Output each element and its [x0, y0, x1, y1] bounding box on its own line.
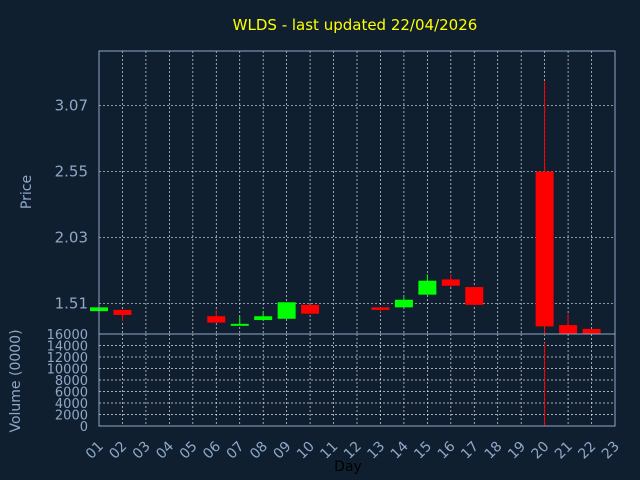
- candle-body: [394, 299, 413, 308]
- volume-tick-label: 10000: [47, 363, 88, 378]
- candle-body: [582, 328, 601, 334]
- price-tick-label: 2.03: [55, 229, 88, 247]
- candle-body: [230, 323, 249, 326]
- candle-body: [418, 280, 437, 295]
- candle-body: [535, 171, 554, 327]
- volume-tick-label: 16000: [47, 328, 88, 343]
- volume-tick-label: 12000: [47, 351, 88, 366]
- volume-tick-label: 6000: [55, 386, 88, 401]
- candle-body: [465, 287, 484, 305]
- candle-body: [254, 316, 273, 321]
- candle-body: [277, 302, 296, 319]
- candle-body: [371, 307, 390, 310]
- price-axis-label: Price: [19, 175, 35, 209]
- price-candles: [90, 81, 601, 336]
- volume-tick-label: 2000: [55, 409, 88, 424]
- candle-body: [301, 304, 320, 314]
- volume-axis-label: Volume (0000): [8, 329, 24, 432]
- price-tick-label: 3.07: [55, 97, 88, 115]
- candle-body: [441, 279, 460, 286]
- candle-body: [113, 309, 132, 315]
- day-tick-labels: 01 02 03 04 05 06 07 08 09 10 11 12 13 14 15 16 17 18 19 20…: [83, 438, 623, 462]
- candle-body: [207, 316, 226, 323]
- candle-body: [559, 325, 578, 334]
- volume-panel-frame: [98, 333, 616, 427]
- volume-tick-label: 0: [80, 420, 88, 435]
- volume-tick-label: 4000: [55, 397, 88, 412]
- chart-title: WLDS - last updated 22/04/2026: [233, 16, 478, 34]
- volume-tick-label: 8000: [55, 374, 88, 389]
- volume-tick-label: 14000: [47, 340, 88, 355]
- volume-gridlines: [98, 334, 616, 426]
- price-gridlines: [98, 51, 616, 334]
- price-tick-label: 1.51: [55, 295, 88, 313]
- price-tick-labels: 3.07 2.55 2.03 1.51: [55, 97, 88, 313]
- price-tick-label: 2.55: [55, 163, 88, 181]
- day-axis-label: Day: [334, 459, 362, 475]
